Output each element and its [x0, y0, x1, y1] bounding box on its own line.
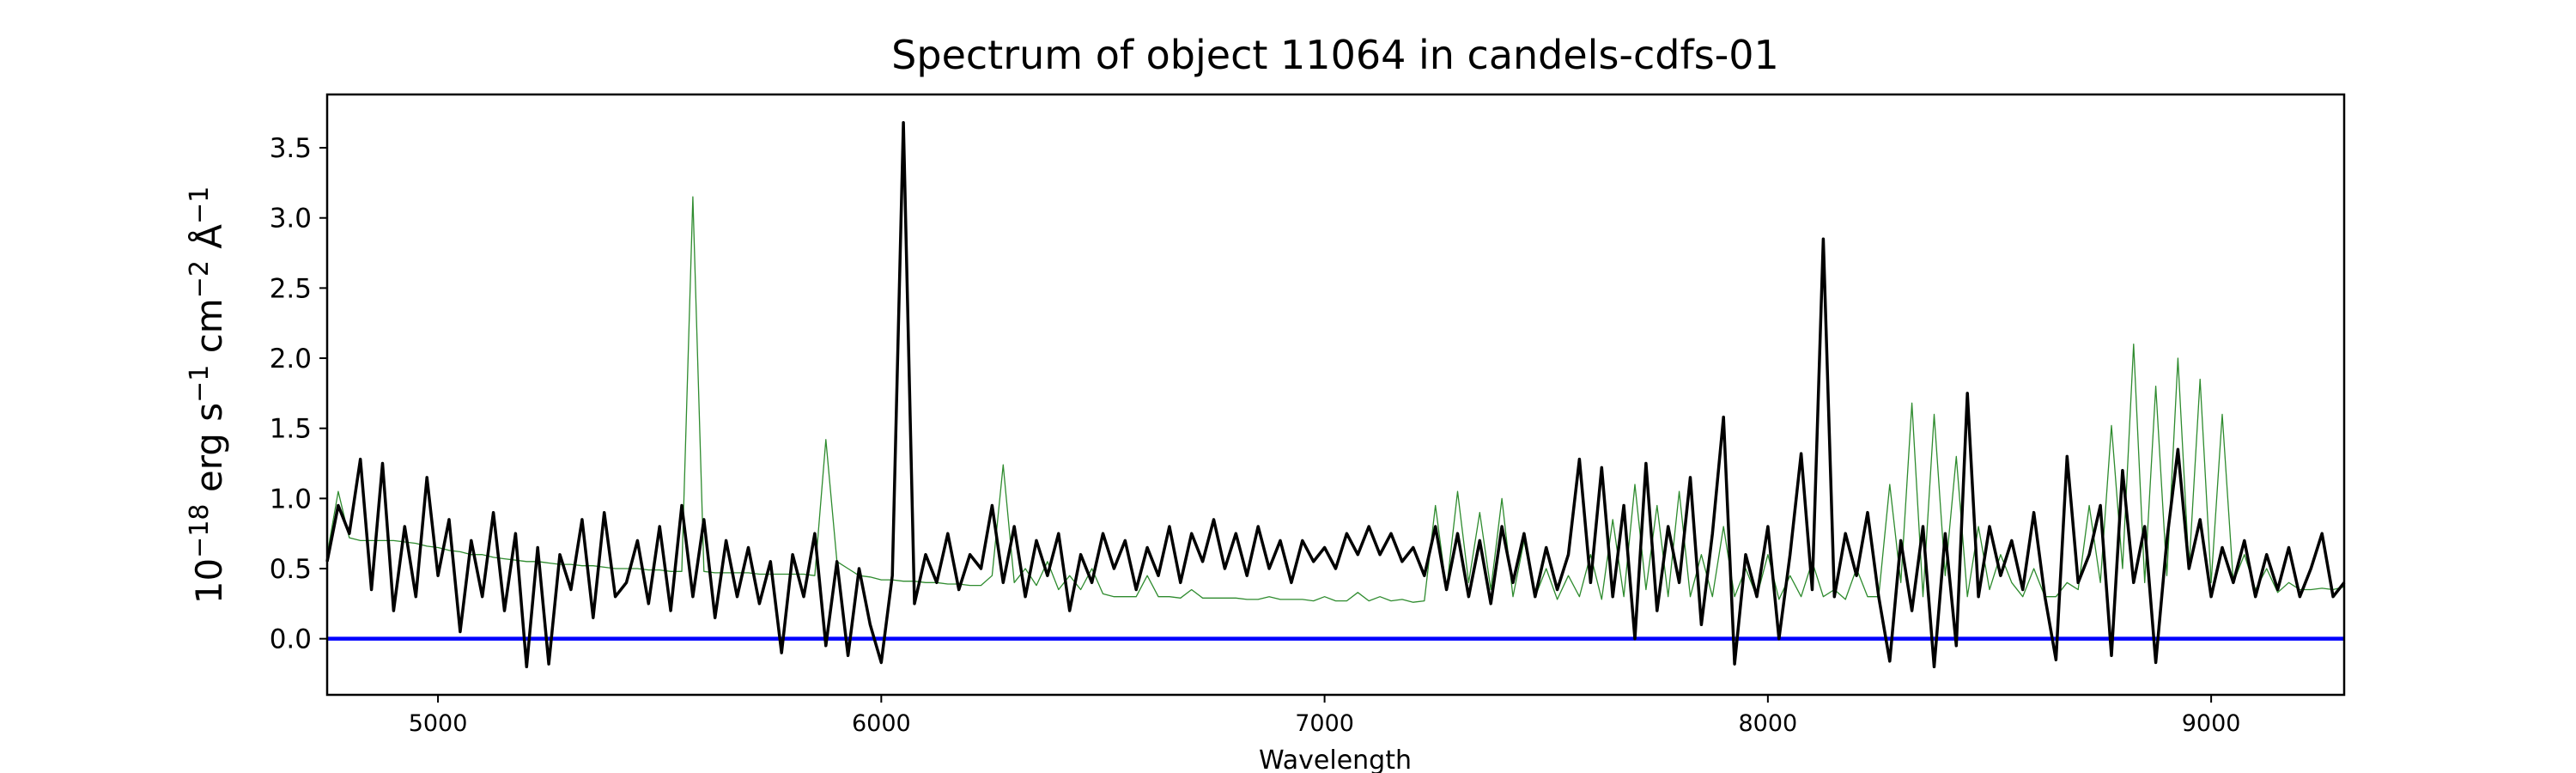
x-axis-label: Wavelength [1259, 746, 1412, 773]
x-tick-label: 5000 [409, 710, 468, 737]
y-tick-label: 2.5 [270, 273, 312, 304]
y-tick-label: 0.0 [270, 624, 312, 655]
y-tick-label: 3.5 [270, 133, 312, 164]
x-tick-label: 8000 [1738, 710, 1797, 737]
x-axis: 5000 6000 7000 8000 9000 [409, 695, 2241, 737]
flux-line [325, 120, 2346, 669]
axes-frame [325, 93, 2346, 697]
x-tick-label: 6000 [852, 710, 911, 737]
y-tick-label: 0.5 [270, 554, 312, 585]
y-tick-label: 1.5 [270, 414, 312, 445]
y-tick-label: 2.0 [270, 344, 312, 374]
y-axis-label: 10−18 erg s−1 cm−2 Å−1 [185, 186, 230, 605]
x-tick-label: 7000 [1295, 710, 1354, 737]
sky-line [326, 196, 2345, 603]
chart-title: Spectrum of object 11064 in candels-cdfs… [891, 32, 1779, 78]
y-tick-label: 1.0 [270, 484, 312, 514]
y-tick-label: 3.0 [270, 204, 312, 234]
plot-area [325, 120, 2346, 669]
y-axis: 0.0 0.5 1.0 1.5 2.0 2.5 3.0 3.5 [270, 133, 327, 655]
x-tick-label: 9000 [2182, 710, 2241, 737]
